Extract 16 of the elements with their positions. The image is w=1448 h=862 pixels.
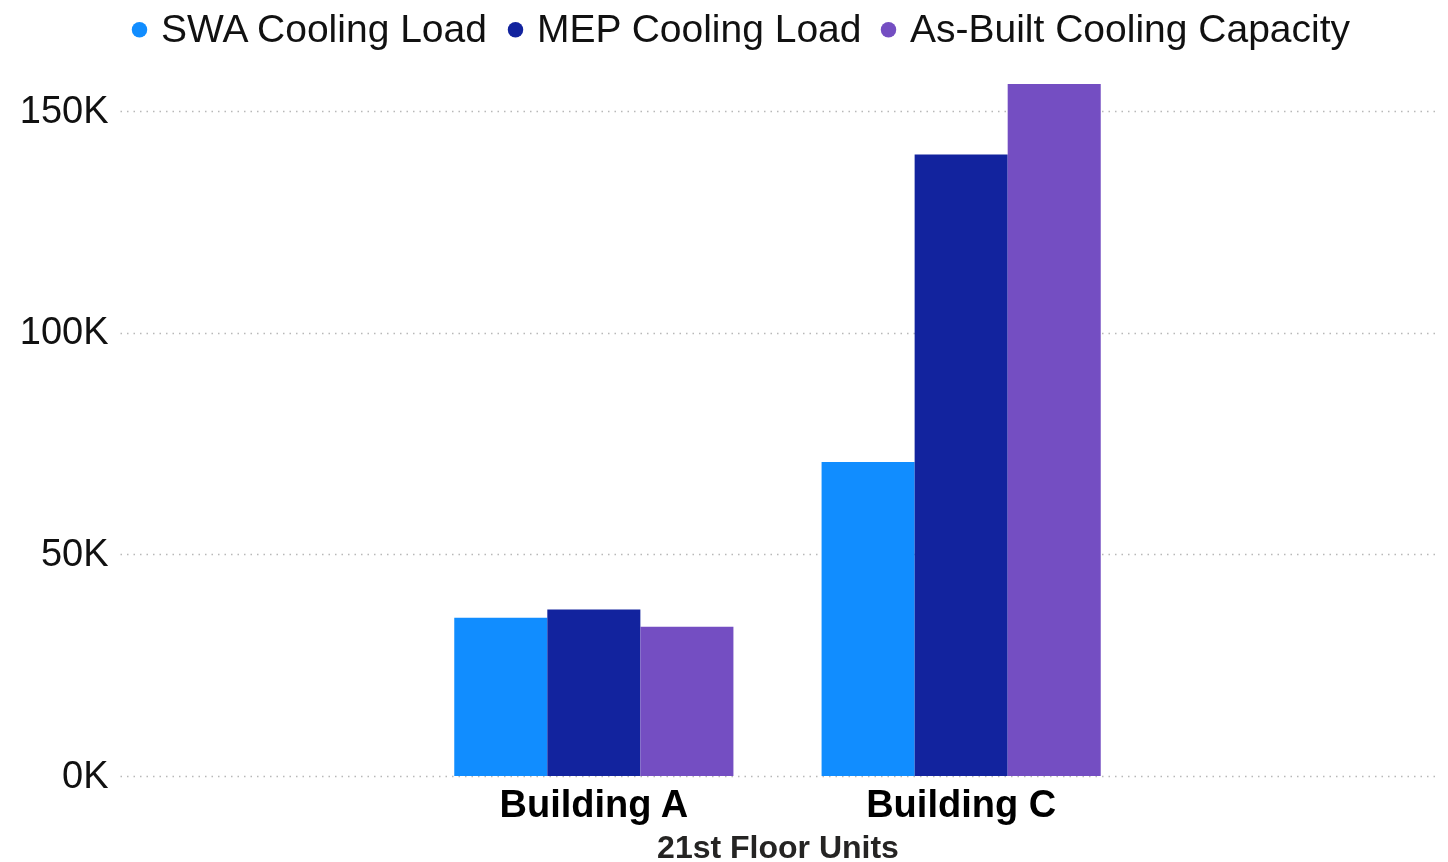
bar [547, 609, 641, 776]
y-tick-label: 150K [19, 88, 109, 131]
legend-label: SWA Cooling Load [161, 6, 487, 50]
bar [821, 461, 915, 776]
bar [640, 626, 734, 776]
bar [914, 154, 1008, 776]
y-tick-label: 50K [40, 531, 109, 574]
legend-label: MEP Cooling Load [537, 6, 862, 50]
y-tick-label: 100K [19, 310, 109, 353]
x-axis-title: 21st Floor Units [657, 828, 899, 862]
y-tick-label: 0K [62, 753, 109, 796]
x-tick-label: Building A [499, 782, 689, 825]
bar [454, 617, 548, 776]
x-tick-label: Building C [866, 782, 1057, 825]
bar [1007, 84, 1101, 776]
legend-label: As-Built Cooling Capacity [910, 6, 1351, 50]
